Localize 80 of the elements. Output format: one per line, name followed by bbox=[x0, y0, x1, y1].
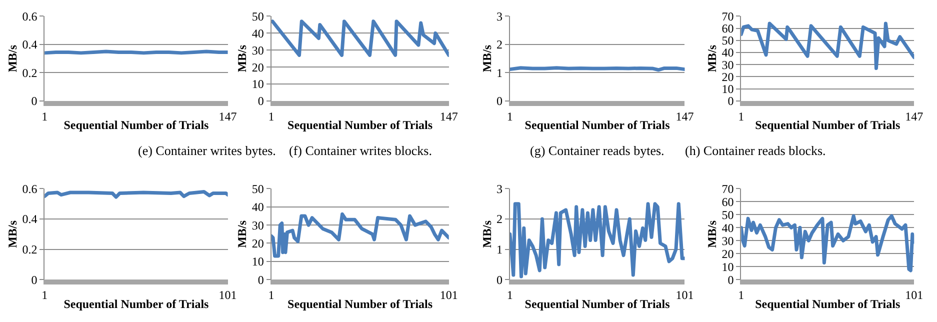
y-tick-label: 0.2 bbox=[22, 66, 38, 80]
x-tick-label: 1 bbox=[738, 288, 744, 302]
y-tick-label: 20 bbox=[722, 246, 734, 261]
y-tick-label: 70 bbox=[722, 182, 734, 196]
y-tick-label: 20 bbox=[252, 60, 264, 74]
y-tick-label: 0.2 bbox=[22, 242, 38, 256]
y-axis-title: MB/s bbox=[235, 220, 250, 248]
x-tick-label: 101 bbox=[905, 288, 924, 302]
y-tick-label: 10 bbox=[722, 260, 734, 274]
x-tick-label: 1 bbox=[268, 288, 274, 302]
y-tick-label: 40 bbox=[252, 26, 264, 40]
y-tick-label: 1 bbox=[496, 242, 502, 256]
x-tick-label: 1 bbox=[506, 288, 513, 302]
y-tick-label: 30 bbox=[252, 43, 264, 58]
x-tick-label: 147 bbox=[440, 109, 458, 124]
x-tick-label: 1 bbox=[738, 109, 744, 124]
x-tick-label: 101 bbox=[676, 288, 694, 302]
y-axis-title: MB/s bbox=[480, 44, 494, 72]
y-tick-label: 0.4 bbox=[22, 212, 38, 226]
y-tick-label: 0.6 bbox=[22, 9, 38, 24]
y-tick-label: 3 bbox=[496, 9, 502, 24]
y-axis-title: MB/s bbox=[6, 44, 20, 72]
text: (e) Container writes bytes. bbox=[138, 143, 276, 158]
x-axis-title: Sequential Number of Trials bbox=[64, 296, 210, 311]
y-tick-label: 0 bbox=[258, 272, 264, 287]
y-tick-label: 2 bbox=[496, 212, 502, 226]
x-tick-label: 147 bbox=[676, 109, 694, 124]
y-tick-label: 50 bbox=[722, 208, 734, 222]
y-tick-label: 30 bbox=[722, 58, 734, 72]
x-axis-title: Sequential Number of Trials bbox=[288, 296, 433, 311]
x-tick-label: 147 bbox=[218, 109, 237, 124]
y-axis-title: MB/s bbox=[705, 44, 720, 72]
x-tick-label: 1 bbox=[42, 288, 48, 302]
y-tick-label: 20 bbox=[722, 70, 734, 84]
y-tick-label: 3 bbox=[496, 182, 502, 196]
x-tick-label: 1 bbox=[506, 109, 513, 124]
y-axis-title: MB/s bbox=[480, 220, 494, 248]
x-axis-title: Sequential Number of Trials bbox=[288, 118, 433, 132]
y-tick-label: 0 bbox=[31, 94, 38, 108]
x-axis-title: Sequential Number of Trials bbox=[524, 296, 670, 311]
y-tick-label: 10 bbox=[722, 82, 734, 96]
y-tick-label: 20 bbox=[252, 236, 264, 250]
y-axis-title: MB/s bbox=[705, 220, 720, 248]
y-tick-label: 40 bbox=[722, 46, 734, 60]
y-axis-title: MB/s bbox=[6, 220, 20, 248]
x-axis-title: Sequential Number of Trials bbox=[755, 118, 900, 132]
y-tick-label: 0 bbox=[496, 94, 502, 108]
y-tick-label: 0 bbox=[728, 272, 734, 287]
x-tick-label: 1 bbox=[268, 109, 274, 124]
x-axis-title: Sequential Number of Trials bbox=[64, 118, 210, 132]
y-tick-label: 30 bbox=[252, 218, 264, 232]
y-tick-label: 0 bbox=[496, 272, 502, 287]
y-tick-label: 10 bbox=[252, 77, 264, 92]
text: (h) Container reads blocks. bbox=[685, 143, 826, 158]
text: (g) Container reads bytes. bbox=[530, 143, 664, 158]
text: (f) Container writes blocks. bbox=[289, 143, 432, 158]
x-tick-label: 1 bbox=[42, 109, 48, 124]
y-tick-label: 40 bbox=[252, 200, 264, 214]
y-axis-title: MB/s bbox=[235, 44, 250, 72]
y-tick-label: 0.6 bbox=[22, 182, 38, 196]
y-tick-label: 1 bbox=[496, 66, 502, 80]
y-tick-label: 0.4 bbox=[22, 38, 38, 52]
y-tick-label: 50 bbox=[252, 182, 264, 196]
y-tick-label: 0 bbox=[31, 272, 38, 287]
x-tick-label: 147 bbox=[905, 109, 924, 124]
x-tick-label: 101 bbox=[440, 288, 458, 302]
y-tick-label: 10 bbox=[252, 254, 264, 269]
y-tick-label: 60 bbox=[722, 194, 734, 209]
y-tick-label: 2 bbox=[496, 38, 502, 52]
y-tick-label: 70 bbox=[722, 9, 734, 24]
y-tick-label: 30 bbox=[722, 234, 734, 248]
x-axis-title: Sequential Number of Trials bbox=[755, 296, 900, 311]
y-tick-label: 50 bbox=[252, 9, 264, 24]
y-tick-label: 60 bbox=[722, 22, 734, 36]
y-tick-label: 0 bbox=[258, 94, 264, 108]
x-axis-title: Sequential Number of Trials bbox=[524, 118, 670, 132]
y-tick-label: 0 bbox=[728, 94, 734, 108]
x-tick-label: 101 bbox=[218, 288, 237, 302]
y-tick-label: 50 bbox=[722, 34, 734, 48]
y-tick-label: 40 bbox=[722, 220, 734, 235]
